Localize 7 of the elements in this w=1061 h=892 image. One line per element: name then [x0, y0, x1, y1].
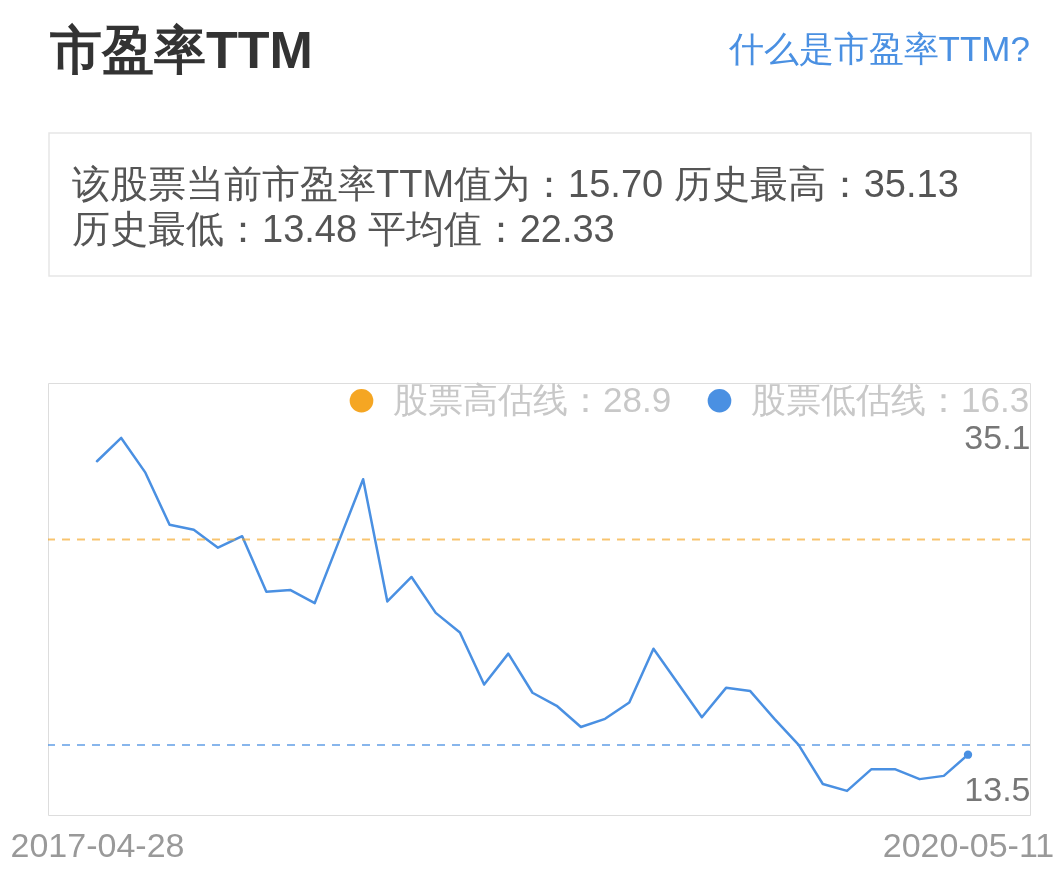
x-tick-label: 2020-05-11	[882, 825, 1055, 864]
y-tick-label: 35.1	[964, 417, 1031, 456]
text: 什么是市盈率TTM?	[727, 29, 1030, 68]
chart-subtitle: 该股票当前市盈率TTM值为：15.70 历史最高：35.13 历史最低：13.48 平均值：22.33	[72, 163, 959, 250]
chart-title: 市盈率TTM	[49, 21, 313, 79]
x-tick-label: 2017-04-28	[10, 825, 185, 864]
y-tick-label: 13.5	[964, 770, 1031, 809]
